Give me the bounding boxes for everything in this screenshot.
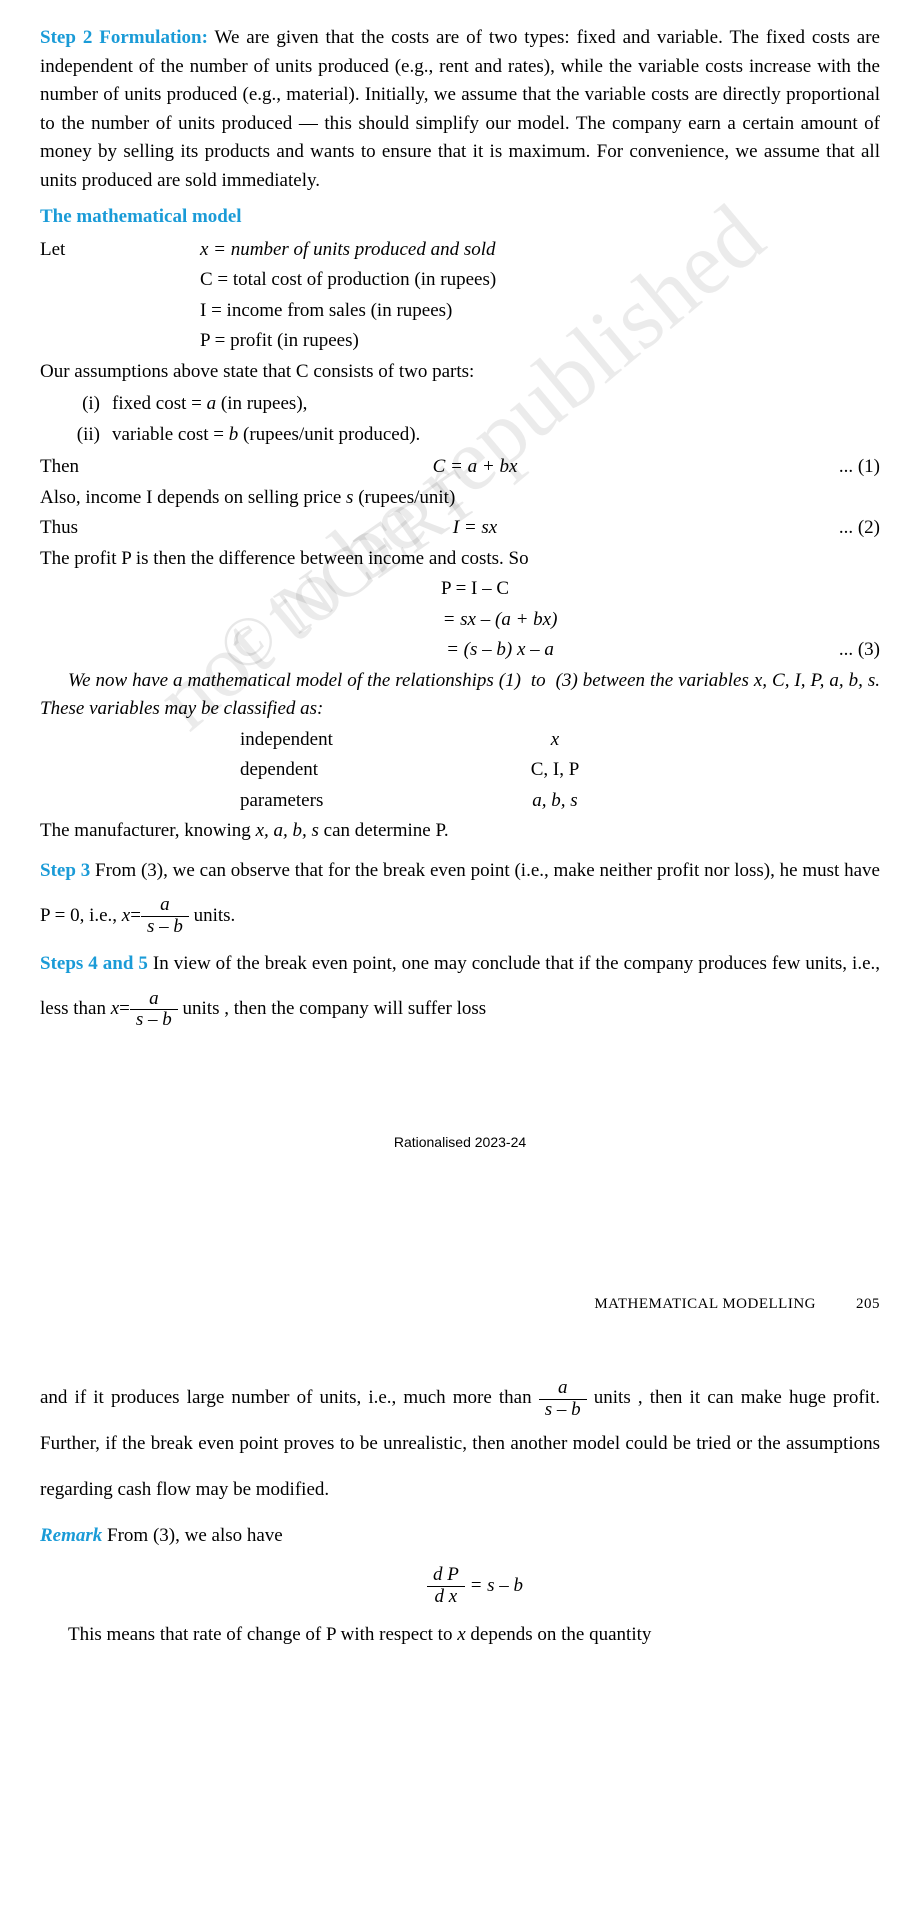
steps45-label: Steps 4 and 5 [40,953,148,974]
class-dependent: dependent C, I, P [40,756,880,785]
equation-3c: = (s – b) x – a [130,636,820,665]
fraction-a-sb-1: as – b [141,895,189,938]
def-row-x: Let x = number of units produced and sol… [40,236,880,265]
def-c: C = total cost of production (in rupees) [200,266,880,295]
equation-3a: P = I – C [130,575,820,604]
equation-1-num: ... (1) [820,453,880,482]
steps45-post: units , then the company will suffer los… [178,998,486,1019]
assumption-i-text: fixed cost = a (in rupees), [112,390,307,419]
remark-body: From (3), we also have [102,1525,282,1546]
def-row-i: I = income from sales (in rupees) [40,297,880,326]
equation-3b: = sx – (a + bx) [130,606,820,635]
def-row-p: P = profit (in rupees) [40,327,880,356]
page-header-title: MATHEMATICAL MODELLING [594,1293,816,1316]
equation-2: I = sx [130,514,820,543]
class-parameters-label: parameters [40,787,480,816]
assumption-ii-text: variable cost = b (rupees/unit produced)… [112,421,420,450]
steps45-paragraph: Steps 4 and 5 In view of the break even … [40,941,880,1032]
equation-1: C = a + bx [130,453,820,482]
equation-1-row: Then C = a + bx ... (1) [40,453,880,482]
assumption-ii: (ii) variable cost = b (rupees/unit prod… [60,421,880,450]
assumption-ii-num: (ii) [60,421,112,450]
assumptions-intro: Our assumptions above state that C consi… [40,358,880,387]
step2-paragraph: Step 2 Formulation: We are given that th… [40,24,880,195]
model-heading: The mathematical model [40,203,880,232]
derivative-row: d Pd x = s – b [40,1565,880,1608]
also-line: Also, income I depends on selling price … [40,484,880,513]
page-header-number: 205 [856,1293,880,1316]
then-label: Then [40,453,130,482]
remark-label: Remark [40,1525,102,1546]
equation-2-num: ... (2) [820,514,880,543]
final-paragraph: This means that rate of change of P with… [40,1621,880,1650]
class-parameters: parameters a, b, s [40,787,880,816]
derivative-equation: d Pd x = s – b [130,1565,820,1608]
step3-post: units. [189,905,235,926]
assumption-i: (i) fixed cost = a (in rupees), [60,390,880,419]
footer-rationalised: Rationalised 2023-24 [40,1132,880,1153]
def-row-c: C = total cost of production (in rupees) [40,266,880,295]
let-label: Let [40,236,200,265]
step2-label: Step 2 Formulation: [40,27,208,48]
manufacturer-line: The manufacturer, knowing x, a, b, s can… [40,817,880,846]
thus-label: Thus [40,514,130,543]
def-p: P = profit (in rupees) [200,327,880,356]
class-independent-val: x [480,726,630,755]
page-header: MATHEMATICAL MODELLING 205 [40,1293,880,1316]
page-content: Step 2 Formulation: We are given that th… [40,24,880,1650]
equation-3b-row: = sx – (a + bx) [40,606,880,635]
equation-2-row: Thus I = sx ... (2) [40,514,880,543]
page2-paragraph: and if it produces large number of units… [40,1375,880,1512]
class-dependent-label: dependent [40,756,480,785]
def-i: I = income from sales (in rupees) [200,297,880,326]
equation-3c-row: = (s – b) x – a ... (3) [40,636,880,665]
model-relations-para: We now have a mathematical model of the … [40,667,880,724]
def-x: x = number of units produced and sold [200,236,880,265]
class-parameters-val: a, b, s [480,787,630,816]
assumption-i-num: (i) [60,390,112,419]
step2-body: We are given that the costs are of two t… [40,27,880,191]
p2-pre: and if it produces large number of units… [40,1387,539,1408]
fraction-a-sb-2: as – b [130,989,178,1032]
class-independent-label: independent [40,726,480,755]
profit-intro: The profit P is then the difference betw… [40,545,880,574]
fraction-a-sb-3: as – b [539,1378,587,1421]
step3-paragraph: Step 3 From (3), we can observe that for… [40,848,880,939]
equation-3-num: ... (3) [820,636,880,665]
equation-3a-row: P = I – C [40,575,880,604]
remark-paragraph: Remark From (3), we also have [40,1522,880,1551]
class-independent: independent x [40,726,880,755]
class-dependent-val: C, I, P [480,756,630,785]
step3-label: Step 3 [40,860,90,881]
